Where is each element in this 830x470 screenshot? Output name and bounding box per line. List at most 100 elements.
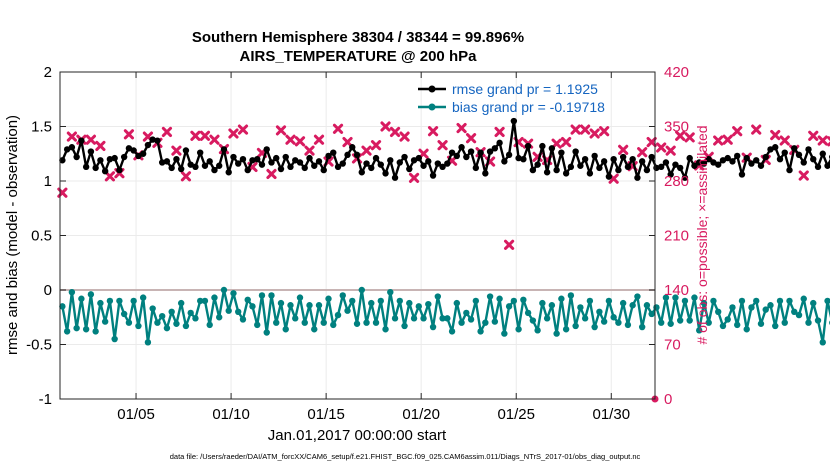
bias-point — [349, 297, 356, 305]
rmse-point — [315, 158, 323, 165]
bias-point — [334, 311, 342, 319]
bias-point — [482, 319, 489, 326]
rmse-point — [586, 170, 594, 177]
obs-marker — [779, 135, 790, 146]
bias-point — [795, 311, 803, 319]
bias-point — [173, 320, 180, 327]
obs-marker — [817, 135, 828, 146]
bias-point — [805, 319, 812, 326]
bias-point — [339, 292, 346, 299]
obs-marker — [732, 126, 743, 137]
bias-point — [420, 315, 427, 322]
bias-point — [791, 308, 798, 315]
rmse-point — [619, 153, 627, 161]
obs-marker — [332, 123, 344, 134]
bias-point — [163, 324, 171, 332]
bias-point — [491, 318, 499, 325]
bias-point — [676, 317, 684, 324]
bias-point — [410, 315, 418, 322]
obs-marker — [342, 136, 353, 148]
rmse-point — [657, 163, 665, 171]
rmse-point — [410, 157, 418, 164]
obs-marker — [104, 171, 115, 182]
obs-marker — [580, 124, 591, 135]
bias-point — [819, 339, 826, 346]
rmse-point — [529, 166, 537, 174]
obs-marker — [437, 140, 448, 151]
rmse-point — [192, 163, 199, 171]
y-axis-label-right: # of obs: o=possible; ×=assimilated — [694, 125, 710, 344]
rmse-point — [225, 169, 232, 176]
rmse-point — [382, 170, 389, 177]
left-y-axis-ticks: -1 -0.5 0 0.5 1 1.5 2 — [26, 64, 66, 408]
rmse-point — [548, 145, 556, 152]
rmse-point — [206, 158, 213, 165]
bias-point — [686, 317, 693, 324]
rmse-point — [715, 161, 722, 168]
bias-point — [600, 318, 608, 325]
left-y-tick-label: -1 — [39, 391, 52, 408]
obs-marker — [275, 125, 287, 136]
rmse-point — [135, 152, 142, 160]
obs-marker — [665, 145, 676, 156]
rmse-point — [467, 148, 475, 155]
legend: rmse grand pr = 1.1925 bias grand pr = -… — [418, 81, 605, 115]
bias-point — [130, 297, 137, 305]
bias-point — [125, 319, 133, 326]
bias-point — [444, 315, 451, 322]
bias-point — [249, 303, 256, 310]
obs-marker — [66, 131, 77, 142]
bias-point — [667, 320, 674, 327]
obs-marker — [551, 138, 562, 149]
rmse-point — [753, 157, 760, 164]
left-y-tick-label: 0 — [44, 282, 52, 299]
bias-point — [738, 297, 746, 305]
bias-point — [577, 304, 584, 311]
rmse-point — [434, 160, 442, 167]
rmse-point — [463, 153, 470, 161]
obs-marker — [313, 134, 325, 145]
rmse-point — [567, 163, 575, 171]
rmse-point — [600, 158, 608, 165]
rmse-point — [634, 174, 641, 181]
bias-point — [120, 310, 128, 318]
rmse-point — [757, 162, 765, 169]
bias-point — [605, 297, 613, 305]
obs-marker — [171, 145, 182, 156]
rmse-point — [805, 146, 812, 153]
rmse-point — [130, 147, 137, 154]
bias-point — [743, 326, 750, 333]
bias-point — [715, 308, 722, 315]
legend-rmse-label: rmse grand pr = 1.1925 — [452, 81, 598, 97]
bias-point — [330, 321, 337, 329]
bias-point — [781, 319, 788, 326]
bias-point — [344, 307, 351, 314]
legend-bias-marker — [428, 103, 436, 111]
chart-title-line1: Southern Hemisphere 38304 / 38344 = 99.8… — [192, 29, 524, 46]
rmse-point — [762, 153, 769, 161]
rmse-point — [472, 164, 480, 172]
rmse-point — [97, 157, 104, 164]
rmse-point — [448, 149, 456, 156]
rmse-point — [591, 152, 598, 160]
bias-point — [591, 323, 598, 331]
rmse-point — [320, 166, 327, 174]
bias-point — [211, 294, 218, 301]
bias-point — [372, 319, 380, 326]
rmse-point — [182, 147, 190, 154]
rmse-point — [372, 154, 380, 162]
rmse-point — [524, 142, 532, 150]
bias-point — [734, 321, 741, 329]
rmse-point — [144, 141, 152, 149]
rmse-point — [719, 157, 727, 164]
rmse-point — [501, 158, 508, 165]
bias-point — [287, 302, 294, 309]
rmse-point — [201, 162, 209, 169]
rmse-point — [68, 144, 76, 151]
bias-point — [111, 335, 118, 343]
rmse-point — [277, 165, 285, 173]
rmse-point — [562, 170, 570, 177]
rmse-point — [230, 153, 237, 161]
obs-marker — [589, 128, 600, 139]
bias-point — [273, 319, 280, 326]
